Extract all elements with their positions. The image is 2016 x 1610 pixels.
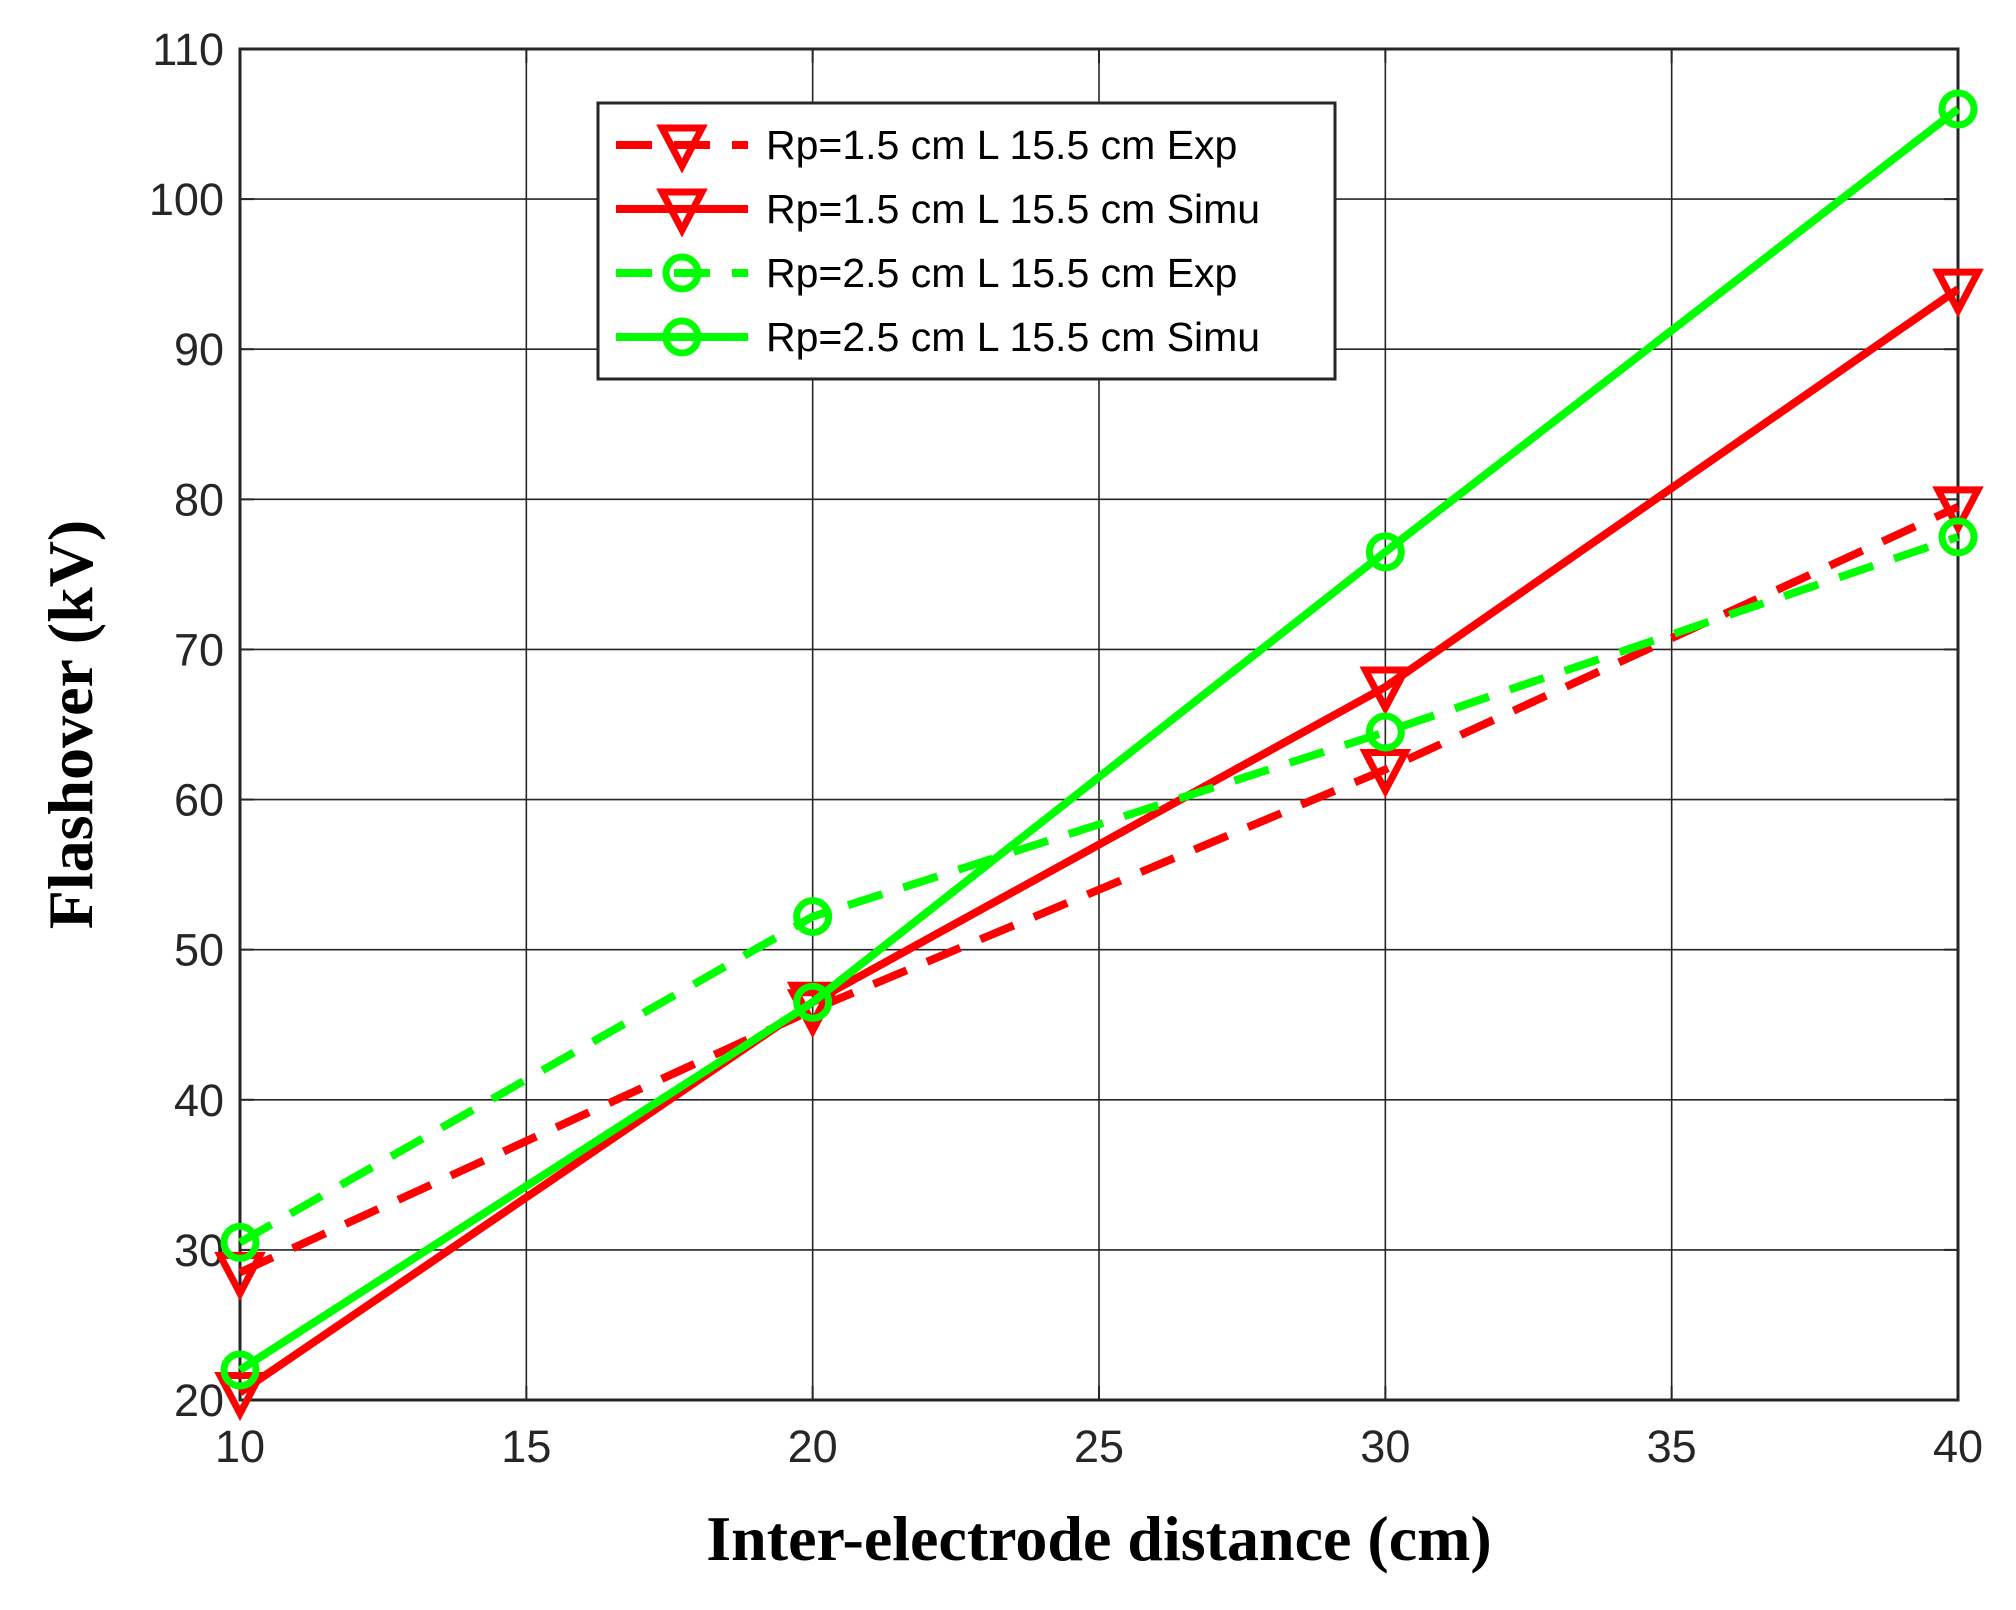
axis-ticks: 10 15 20 25 30 35 40 20 30 40 50 60 70 80 90 100 110 xyxy=(149,24,1983,1472)
x-tick-label: 35 xyxy=(1647,1421,1697,1472)
x-tick-label: 25 xyxy=(1074,1421,1124,1472)
data-point xyxy=(1938,517,1978,557)
legend-marker xyxy=(662,253,702,293)
series-line xyxy=(237,105,1961,1374)
data-point xyxy=(1932,268,1984,318)
data-point xyxy=(1359,666,1412,716)
series-group xyxy=(214,89,1984,1422)
y-tick-label: 30 xyxy=(174,1225,224,1276)
data-point xyxy=(220,1350,260,1390)
x-tick-label: 30 xyxy=(1360,1421,1410,1472)
data-point xyxy=(793,897,833,937)
y-tick-label: 80 xyxy=(174,474,224,525)
legend-label: Rp=1.5 cm L 15.5 cm Exp xyxy=(766,122,1237,168)
data-point xyxy=(793,982,833,1022)
data-point xyxy=(220,1222,260,1262)
data-point xyxy=(1365,712,1405,752)
data-point xyxy=(1365,532,1405,572)
x-axis-title: Inter-electrode distance (cm) xyxy=(706,1503,1491,1574)
y-tick-label: 20 xyxy=(174,1375,224,1426)
legend-marker xyxy=(656,188,708,238)
x-tick-label: 40 xyxy=(1933,1421,1983,1472)
y-tick-label: 60 xyxy=(174,775,224,826)
x-tick-label: 15 xyxy=(501,1421,551,1472)
series-line xyxy=(238,503,1960,1277)
legend: Rp=1.5 cm L 15.5 cm Exp Rp=1.5 cm L 15.5 … xyxy=(596,101,1337,381)
y-tick-label: 110 xyxy=(152,24,224,75)
data-point xyxy=(1938,89,1978,129)
data-point xyxy=(1932,486,1984,536)
y-tick-label: 70 xyxy=(174,624,224,675)
legend-label: Rp=2.5 cm L 15.5 cm Simu xyxy=(766,314,1260,360)
data-point xyxy=(1359,749,1412,799)
legend-label: Rp=2.5 cm L 15.5 cm Exp xyxy=(766,250,1237,296)
series-4 xyxy=(220,89,1978,1390)
y-tick-label: 50 xyxy=(174,925,224,976)
x-tick-label: 20 xyxy=(788,1421,838,1472)
series-line xyxy=(237,285,1961,1396)
y-axis-title: Flashover (kV) xyxy=(35,520,106,929)
series-line xyxy=(238,533,1960,1246)
legend-label: Rp=1.5 cm L 15.5 cm Simu xyxy=(766,186,1260,232)
legend-marker xyxy=(662,317,702,357)
series-3 xyxy=(220,517,1978,1262)
x-tick-label: 10 xyxy=(215,1421,265,1472)
y-tick-label: 100 xyxy=(149,174,224,225)
y-tick-label: 90 xyxy=(174,324,224,375)
data-point xyxy=(214,1371,266,1422)
y-tick-label: 40 xyxy=(174,1075,224,1126)
legend-marker xyxy=(656,124,708,174)
